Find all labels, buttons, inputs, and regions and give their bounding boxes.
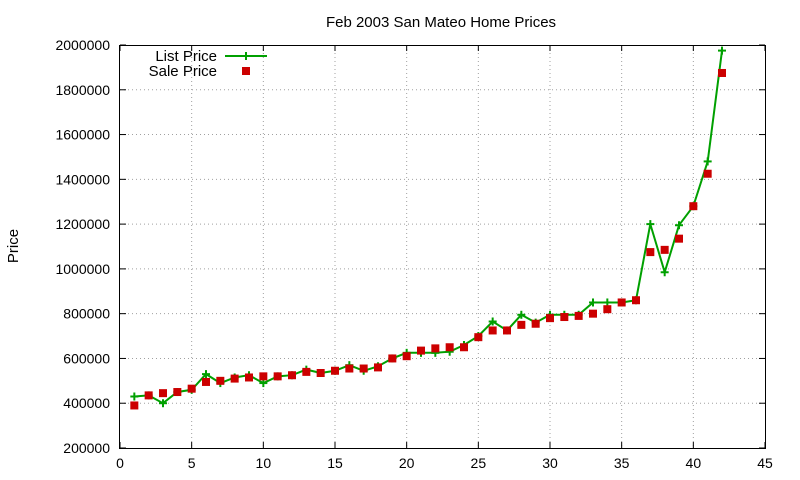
x-tick-label: 0 — [116, 455, 124, 471]
sale-price-point — [632, 296, 640, 305]
sale-price-point — [259, 372, 268, 381]
sale-price-point — [703, 169, 712, 178]
sale-price-point — [574, 311, 583, 320]
sale-price-point — [460, 343, 468, 352]
legend-label-list-price: List Price — [155, 48, 217, 65]
x-tick-label: 45 — [757, 455, 773, 471]
sale-price-point — [316, 368, 325, 377]
y-tick-label: 1000000 — [55, 261, 110, 277]
sale-price-point — [646, 248, 655, 257]
sale-price-point — [331, 366, 339, 375]
sale-price-point — [202, 377, 210, 386]
list-price-point — [202, 370, 210, 379]
list-price-point — [603, 298, 612, 307]
sale-price-point — [359, 364, 368, 373]
list-price-point — [159, 399, 167, 408]
sale-price-point — [603, 305, 612, 314]
y-tick-label: 400000 — [63, 395, 110, 411]
list-price-point — [488, 317, 497, 326]
list-price-point — [703, 157, 712, 166]
y-tick-label: 600000 — [63, 350, 110, 366]
sale-price-point — [474, 333, 483, 342]
sale-price-point — [488, 326, 497, 335]
y-tick-label: 1800000 — [55, 82, 110, 98]
sale-price-point — [245, 373, 253, 382]
legend: List Price Sale Price — [149, 48, 267, 80]
legend-sample-list-price — [225, 52, 267, 60]
list-price-point — [675, 221, 683, 230]
sale-price-point — [503, 326, 511, 335]
series-line-list-price — [134, 50, 723, 405]
x-tick-label: 5 — [188, 455, 196, 471]
y-tick-label: 1600000 — [55, 127, 110, 143]
sale-price-point — [431, 344, 440, 353]
x-tick-label: 35 — [614, 455, 630, 471]
sale-price-point — [617, 298, 626, 307]
axis-ticks: 0 5 10 15 20 25 30 35 40 45 200000 400000 600000 8000… — [55, 37, 773, 471]
sale-price-point — [273, 372, 282, 381]
legend-sample-sale-price — [242, 67, 250, 75]
sale-price-point — [230, 374, 239, 383]
sale-price-point — [718, 68, 726, 77]
chart-title: Feb 2003 San Mateo Home Prices — [326, 14, 556, 31]
legend-marker-list-price — [242, 52, 250, 60]
sale-price-point — [144, 391, 153, 400]
sale-price-point — [173, 388, 182, 397]
list-price-point — [130, 392, 139, 401]
sale-price-point — [546, 314, 554, 323]
list-price-point — [517, 310, 526, 319]
sale-price-point — [660, 245, 669, 254]
sale-price-point — [374, 363, 382, 372]
y-axis-label: Price — [5, 229, 22, 263]
y-tick-label: 800000 — [63, 306, 110, 322]
sale-price-point — [417, 346, 425, 355]
sale-price-point — [589, 309, 597, 318]
y-tick-label: 2000000 — [55, 37, 110, 53]
x-tick-label: 25 — [471, 455, 487, 471]
sale-price-point — [216, 376, 225, 385]
sale-price-point — [517, 320, 526, 329]
plot-frame — [119, 45, 766, 449]
sale-price-point — [675, 234, 683, 243]
list-price-point — [259, 379, 268, 388]
sale-price-point — [689, 202, 698, 211]
sale-price-point — [531, 319, 540, 328]
sale-price-point — [288, 371, 296, 380]
list-price-point — [718, 46, 726, 55]
sale-price-point — [130, 401, 139, 410]
x-tick-label: 20 — [399, 455, 415, 471]
x-tick-label: 30 — [542, 455, 558, 471]
y-tick-label: 200000 — [63, 440, 110, 456]
sale-price-point — [402, 352, 411, 361]
data-series — [130, 46, 726, 410]
list-price-point — [660, 268, 669, 277]
x-tick-label: 40 — [686, 455, 702, 471]
sale-price-point — [388, 354, 397, 363]
sale-price-point — [560, 313, 569, 322]
sale-price-point — [445, 343, 454, 352]
sale-price-point — [302, 367, 311, 376]
x-tick-label: 15 — [327, 455, 343, 471]
legend-marker-sale-price — [242, 67, 250, 75]
sale-price-point — [187, 384, 196, 393]
y-tick-label: 1400000 — [55, 171, 110, 187]
y-tick-label: 1200000 — [55, 216, 110, 232]
sale-price-point — [159, 389, 167, 398]
x-tick-label: 10 — [256, 455, 272, 471]
legend-label-sale-price: Sale Price — [149, 63, 217, 80]
list-price-point — [589, 298, 597, 307]
sale-price-point — [345, 364, 354, 373]
list-price-point — [646, 220, 655, 229]
